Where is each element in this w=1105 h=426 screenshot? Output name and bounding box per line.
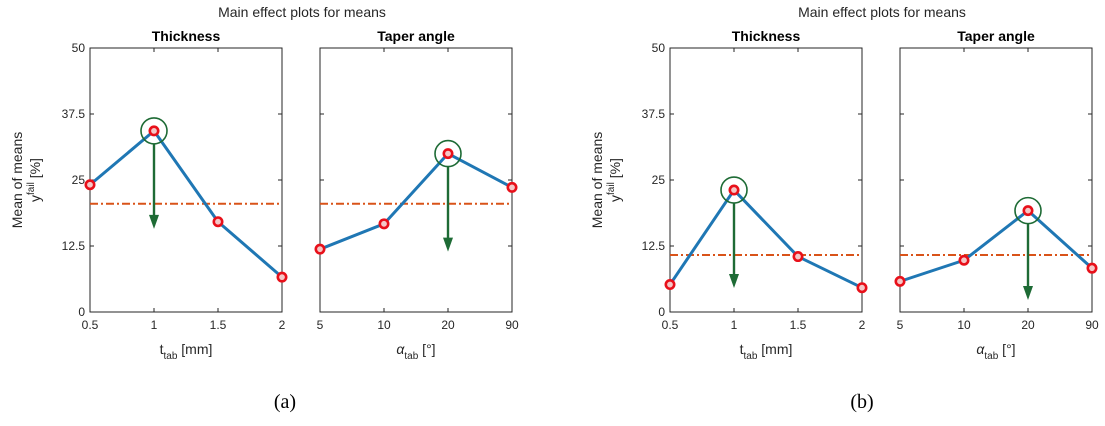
x-axis-label: αtab [°]	[976, 341, 1015, 362]
y-tick-label: 37.5	[62, 107, 86, 121]
data-point	[1086, 262, 1098, 274]
data-point	[792, 251, 804, 263]
y-tick-label: 25	[72, 173, 86, 187]
data-point	[958, 254, 970, 266]
y-tick-label: 37.5	[642, 107, 666, 121]
x-tick-label: 90	[1085, 318, 1099, 332]
x-tick-label: 10	[377, 318, 391, 332]
series-line	[89, 129, 283, 279]
chart-title: Main effect plots for means	[798, 4, 966, 20]
subplot-title: Thickness	[152, 28, 221, 44]
y-axis-label: Mean of means	[9, 132, 25, 229]
y-tick-label: 12.5	[642, 239, 666, 253]
x-tick-label: 5	[317, 318, 324, 332]
subplot-title: Taper angle	[957, 28, 1035, 44]
y-tick-label: 0	[78, 305, 85, 319]
data-point	[212, 216, 224, 228]
series-line	[899, 209, 1094, 283]
y-tick-label: 50	[72, 41, 86, 55]
y-tick-label: 25	[652, 173, 666, 187]
subplot-taper-angle: Taper angle 5 10 20 90 αtab [°]	[314, 28, 519, 362]
data-point	[894, 275, 906, 287]
axes-box	[319, 47, 513, 313]
y-axis-label-symbol: yfail [%]	[606, 158, 623, 202]
panel-label: (b)	[850, 391, 873, 413]
data-point	[314, 243, 326, 255]
data-point	[148, 125, 160, 137]
x-tick-label: 0.5	[662, 318, 679, 332]
data-point	[378, 218, 390, 230]
data-point	[728, 184, 740, 196]
data-point	[276, 271, 288, 283]
data-point	[1022, 205, 1034, 217]
subplot-title: Thickness	[732, 28, 801, 44]
x-tick-label: 90	[505, 318, 519, 332]
x-tick-label: 1.5	[210, 318, 227, 332]
x-tick-label: 2	[859, 318, 866, 332]
panel-label: (a)	[274, 391, 296, 413]
x-tick-label: 1.5	[790, 318, 807, 332]
series-line	[319, 152, 513, 251]
x-tick-label: 0.5	[82, 318, 99, 332]
y-axis-label: Mean of means	[589, 132, 605, 229]
x-tick-label: 1	[151, 318, 158, 332]
x-axis-label: αtab [°]	[396, 341, 435, 362]
chart-figure-b: Main effect plots for means Mean of means…	[589, 4, 1099, 413]
x-tick-label: 20	[441, 318, 455, 332]
subplot-thickness: Thickness 0 12.5 25 37.5 50 0.5 1 1.5 2 ttab [mm]	[642, 28, 868, 362]
x-tick-label: 10	[957, 318, 971, 332]
effect-arrow-head	[443, 237, 453, 252]
subplot-taper-angle: Taper angle 5 10 20 90 αtab [°]	[894, 28, 1099, 362]
y-tick-label: 12.5	[62, 239, 86, 253]
y-tick-label: 0	[658, 305, 665, 319]
chart-title: Main effect plots for means	[218, 4, 386, 20]
x-tick-label: 1	[731, 318, 738, 332]
x-axis-label: ttab [mm]	[160, 341, 213, 362]
x-tick-label: 2	[279, 318, 286, 332]
axes-box	[89, 47, 283, 313]
subplot-thickness: Thickness 0 12.5 25 37.5 50 0.5 1 1.5 2 ttab [mm]	[62, 28, 288, 362]
x-tick-label: 20	[1021, 318, 1035, 332]
subplot-title: Taper angle	[377, 28, 455, 44]
data-point	[84, 179, 96, 191]
y-axis-label-symbol: yfail [%]	[26, 158, 43, 202]
x-tick-label: 5	[897, 318, 904, 332]
x-axis-label: ttab [mm]	[740, 341, 793, 362]
data-point	[664, 279, 676, 291]
chart-figure-a: Main effect plots for means Mean of means…	[9, 4, 519, 413]
data-point	[856, 282, 868, 294]
effect-arrow-head	[729, 274, 739, 289]
effect-arrow-head	[1023, 286, 1033, 300]
series-line	[668, 188, 863, 290]
effect-arrow-head	[149, 214, 159, 229]
data-point	[442, 148, 454, 160]
data-point	[506, 181, 518, 193]
y-tick-label: 50	[652, 41, 666, 55]
